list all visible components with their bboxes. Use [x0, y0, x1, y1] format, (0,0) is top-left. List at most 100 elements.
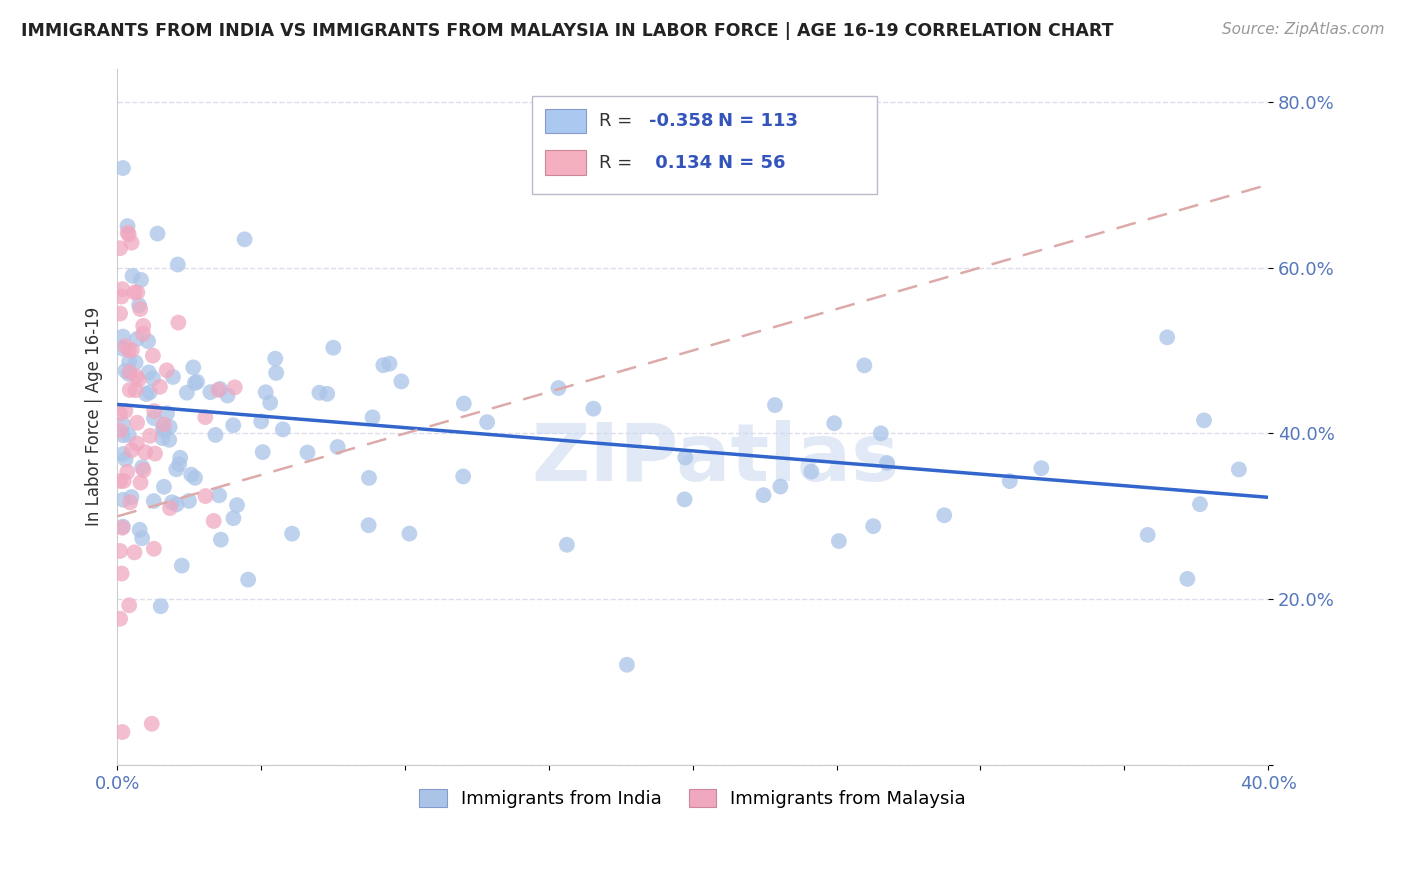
- Point: [259, 395, 281, 409]
- Point: [934, 508, 956, 523]
- Text: ZIPatlas: ZIPatlas: [531, 419, 900, 498]
- FancyBboxPatch shape: [531, 96, 877, 194]
- Point: [162, 370, 184, 384]
- Point: [121, 235, 143, 250]
- Point: [297, 445, 319, 459]
- Point: [271, 422, 294, 436]
- Point: [453, 396, 475, 410]
- Point: [111, 521, 134, 535]
- Point: [1177, 572, 1199, 586]
- Point: [142, 349, 165, 363]
- Point: [202, 514, 225, 528]
- Point: [869, 426, 891, 441]
- Point: [769, 479, 792, 493]
- Point: [114, 404, 136, 418]
- Point: [121, 268, 143, 283]
- Point: [124, 545, 146, 559]
- Point: [160, 495, 183, 509]
- Point: [763, 398, 786, 412]
- Point: [547, 381, 569, 395]
- Point: [823, 416, 845, 430]
- Point: [112, 492, 135, 507]
- Point: [121, 343, 143, 357]
- Point: [132, 326, 155, 341]
- Point: [143, 411, 166, 425]
- Point: [149, 380, 172, 394]
- Point: [111, 282, 134, 296]
- Point: [167, 457, 190, 471]
- Point: [233, 232, 256, 246]
- Point: [184, 471, 207, 485]
- Point: [128, 298, 150, 312]
- Point: [308, 385, 330, 400]
- Point: [800, 465, 823, 479]
- Point: [131, 460, 153, 475]
- Point: [129, 301, 152, 316]
- Text: N = 56: N = 56: [718, 153, 786, 171]
- Point: [361, 410, 384, 425]
- Point: [194, 410, 217, 425]
- Point: [142, 371, 165, 385]
- Point: [108, 474, 131, 488]
- Text: R =: R =: [599, 153, 638, 171]
- Point: [389, 375, 412, 389]
- Point: [451, 469, 474, 483]
- Point: [322, 341, 344, 355]
- Point: [236, 573, 259, 587]
- Point: [125, 369, 148, 384]
- Point: [114, 452, 136, 467]
- Text: N = 113: N = 113: [718, 112, 799, 129]
- Point: [752, 488, 775, 502]
- Point: [398, 526, 420, 541]
- Point: [142, 494, 165, 508]
- Point: [127, 285, 149, 300]
- Point: [135, 387, 157, 401]
- Point: [131, 531, 153, 545]
- Point: [1188, 497, 1211, 511]
- Point: [138, 385, 160, 400]
- Text: Source: ZipAtlas.com: Source: ZipAtlas.com: [1222, 22, 1385, 37]
- FancyBboxPatch shape: [546, 151, 586, 175]
- Point: [184, 376, 207, 390]
- Point: [264, 351, 287, 366]
- Point: [143, 447, 166, 461]
- Point: [128, 373, 150, 387]
- Point: [582, 401, 605, 416]
- Point: [252, 445, 274, 459]
- Point: [139, 429, 162, 443]
- Point: [673, 492, 696, 507]
- Point: [207, 383, 229, 397]
- Point: [124, 285, 146, 300]
- Point: [156, 363, 179, 377]
- Point: [114, 364, 136, 378]
- Point: [862, 519, 884, 533]
- Point: [177, 494, 200, 508]
- Legend: Immigrants from India, Immigrants from Malaysia: Immigrants from India, Immigrants from M…: [412, 781, 973, 815]
- Point: [142, 541, 165, 556]
- Point: [186, 375, 208, 389]
- Point: [111, 725, 134, 739]
- Point: [150, 431, 173, 445]
- Point: [128, 523, 150, 537]
- Point: [111, 342, 134, 356]
- Point: [208, 382, 231, 396]
- Point: [378, 357, 401, 371]
- Text: 0.134: 0.134: [650, 153, 711, 171]
- Point: [170, 558, 193, 573]
- Point: [134, 445, 156, 459]
- Point: [166, 497, 188, 511]
- Point: [138, 366, 160, 380]
- Point: [108, 307, 131, 321]
- Point: [159, 420, 181, 434]
- Point: [1136, 528, 1159, 542]
- Point: [165, 462, 187, 476]
- Point: [373, 358, 395, 372]
- Point: [326, 440, 349, 454]
- Point: [111, 417, 134, 432]
- Point: [141, 716, 163, 731]
- Point: [108, 407, 131, 421]
- Point: [264, 366, 287, 380]
- Point: [357, 518, 380, 533]
- Point: [250, 414, 273, 428]
- Point: [167, 316, 190, 330]
